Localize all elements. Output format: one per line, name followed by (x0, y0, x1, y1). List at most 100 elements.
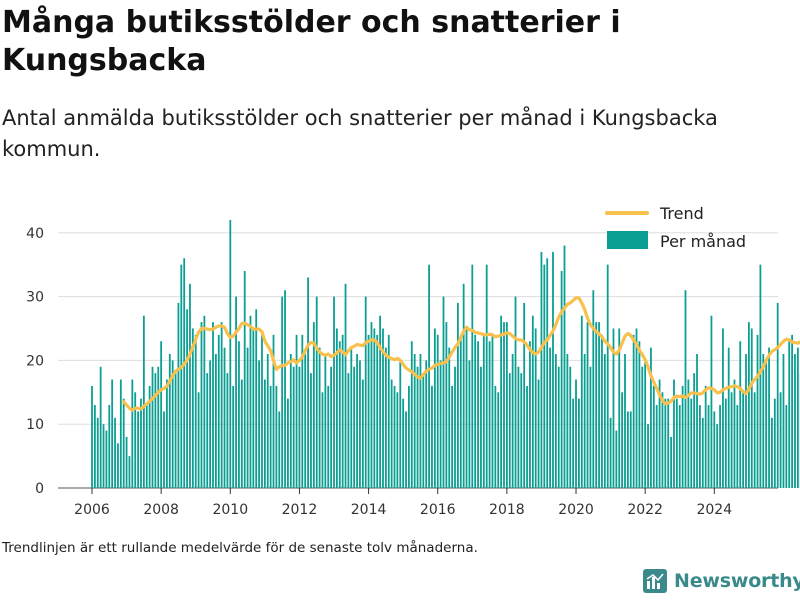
bar-40 (206, 373, 209, 488)
bar-244 (794, 354, 796, 488)
bar-176 (598, 322, 600, 488)
bar-159 (549, 347, 551, 488)
bar-33 (186, 309, 188, 488)
bar-207 (687, 379, 690, 488)
bar-196 (655, 405, 658, 488)
legend-per-manad-swatch (607, 231, 648, 249)
bar-122 (442, 296, 445, 488)
bar-113 (416, 366, 419, 488)
y-tick-label-0: 0 (35, 481, 44, 497)
bar-47 (226, 373, 229, 488)
bar-184 (621, 392, 624, 488)
bar-201 (670, 436, 672, 488)
x-tick-label-2014: 2014 (351, 502, 387, 518)
bar-112 (413, 354, 416, 488)
x-axis-tick-labels: 2006 2008 2010 2012 2014 2016 2018 2020 2022 2024 (74, 488, 732, 518)
x-tick-label-2006: 2006 (74, 502, 110, 518)
y-tick-label-40: 40 (26, 226, 44, 242)
bar-83 (330, 366, 333, 488)
bar-38 (200, 322, 203, 488)
bar-0 (91, 385, 93, 488)
bar-107 (399, 360, 402, 488)
bar-187 (629, 411, 632, 488)
bar-103 (387, 334, 390, 488)
bar-185 (624, 354, 626, 488)
bar-13 (128, 456, 131, 488)
bar-189 (635, 328, 638, 488)
bar-80 (321, 392, 324, 488)
bar-220 (724, 398, 727, 488)
bar-43 (214, 354, 217, 488)
bar-133 (474, 334, 477, 488)
x-tick-label-2022: 2022 (627, 502, 663, 518)
bar-230 (753, 392, 756, 488)
legend-trend-label: Trend (659, 204, 704, 223)
bar-46 (223, 347, 226, 488)
bar-182 (615, 430, 618, 488)
bar-228 (747, 322, 750, 488)
bar-137 (485, 264, 488, 488)
bar-140 (494, 385, 497, 488)
bar-132 (471, 264, 474, 488)
bar-49 (232, 385, 235, 488)
bar-153 (531, 315, 534, 488)
bar-142 (500, 315, 503, 488)
bar-151 (526, 385, 528, 488)
bar-242 (788, 341, 791, 488)
bar-166 (569, 366, 572, 488)
bar-123 (445, 322, 448, 488)
bar-115 (422, 373, 425, 488)
bar-225 (739, 341, 742, 488)
bar-84 (333, 296, 335, 488)
chart-subtitle: Antal anmälda butiksstölder och snatteri… (2, 106, 718, 161)
bar-92 (356, 354, 358, 488)
bar-198 (661, 392, 664, 488)
bar-53 (243, 271, 246, 488)
bar-148 (517, 366, 520, 488)
bar-79 (318, 347, 321, 488)
bar-232 (759, 264, 762, 488)
bar-97 (370, 322, 373, 488)
bar-24 (160, 341, 163, 488)
bar-34 (189, 283, 191, 488)
bar-171 (583, 354, 586, 488)
bar-216 (713, 411, 716, 488)
bar-219 (722, 328, 724, 488)
bar-14 (131, 379, 134, 488)
bar-101 (382, 328, 384, 488)
bar-173 (589, 366, 592, 488)
bar-174 (592, 290, 595, 488)
bar-234 (765, 360, 768, 488)
bar-209 (693, 373, 696, 488)
bar-51 (238, 341, 240, 488)
bar-215 (710, 315, 713, 488)
bar-8 (114, 417, 116, 488)
bar-31 (180, 264, 183, 488)
bar-48 (229, 220, 232, 488)
bar-147 (514, 296, 517, 488)
bar-26 (166, 379, 168, 488)
bar-165 (566, 354, 569, 488)
bar-237 (773, 398, 776, 488)
bar-169 (578, 398, 580, 488)
bar-96 (367, 334, 370, 488)
x-tick-label-2008: 2008 (143, 502, 179, 518)
bar-85 (336, 328, 338, 488)
legend-per-manad-label: Per månad (660, 232, 746, 251)
bar-65 (278, 411, 281, 488)
bar-54 (246, 347, 249, 488)
bar-155 (537, 379, 540, 488)
bar-206 (684, 290, 687, 488)
bar-55 (249, 315, 252, 488)
bar-3 (99, 366, 102, 488)
bar-149 (520, 373, 523, 488)
bar-200 (667, 398, 670, 488)
bar-117 (428, 264, 430, 488)
brand-logo[interactable]: Newsworthy (643, 569, 800, 593)
bar-25 (163, 411, 165, 488)
footnote: Trendlinjen är ett rullande medelvärde f… (2, 540, 478, 556)
bar-139 (491, 334, 494, 488)
bar-62 (269, 385, 272, 488)
trend-series (122, 296, 800, 412)
y-tick-label-20: 20 (26, 353, 44, 369)
